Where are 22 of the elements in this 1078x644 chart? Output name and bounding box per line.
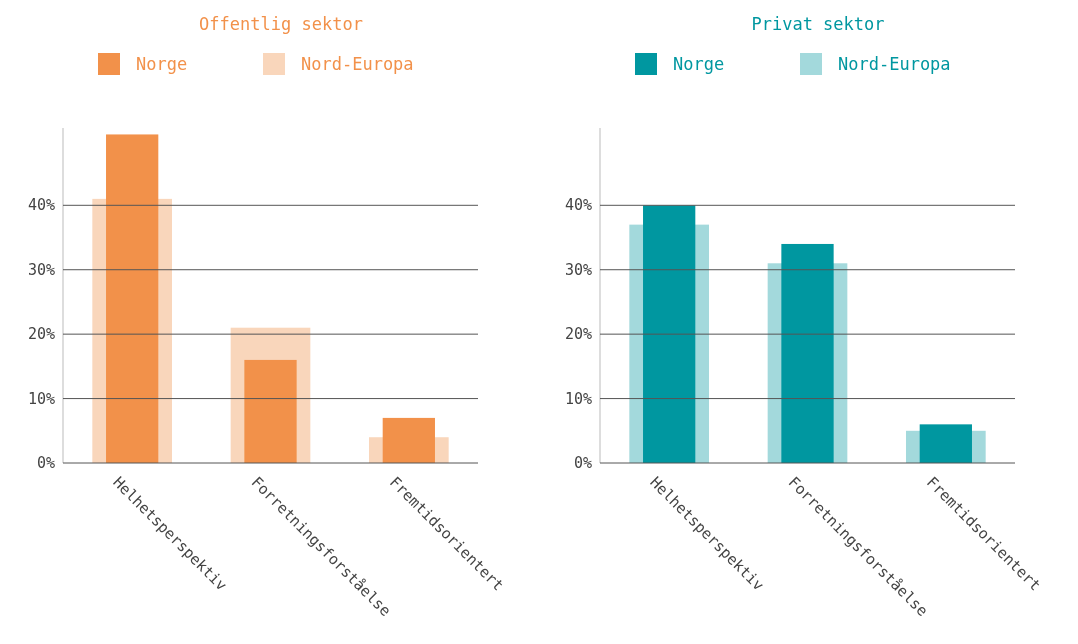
legend-label: Norge xyxy=(136,54,188,74)
y-tick-label: 40% xyxy=(27,196,55,215)
bar xyxy=(106,134,159,463)
y-tick-label: 0% xyxy=(36,454,55,472)
y-tick-label: 30% xyxy=(27,260,55,279)
y-tick-label: 20% xyxy=(564,325,592,344)
chart-title: Offentlig sektor xyxy=(199,14,363,34)
chart-title: Privat sektor xyxy=(751,14,885,34)
bar xyxy=(919,424,972,463)
legend-label: Norge xyxy=(673,54,725,74)
y-tick-label: 0% xyxy=(573,454,592,472)
legend-label: Nord-Europa xyxy=(301,54,414,74)
bar xyxy=(643,205,696,463)
y-tick-label: 40% xyxy=(564,196,592,215)
bar xyxy=(382,417,435,463)
y-tick-label: 30% xyxy=(564,260,592,279)
bar xyxy=(244,359,297,463)
bar xyxy=(781,243,834,463)
y-tick-label: 20% xyxy=(27,325,55,344)
y-tick-label: 10% xyxy=(27,389,55,408)
y-tick-label: 10% xyxy=(564,389,592,408)
legend-label: Nord-Europa xyxy=(838,54,951,74)
